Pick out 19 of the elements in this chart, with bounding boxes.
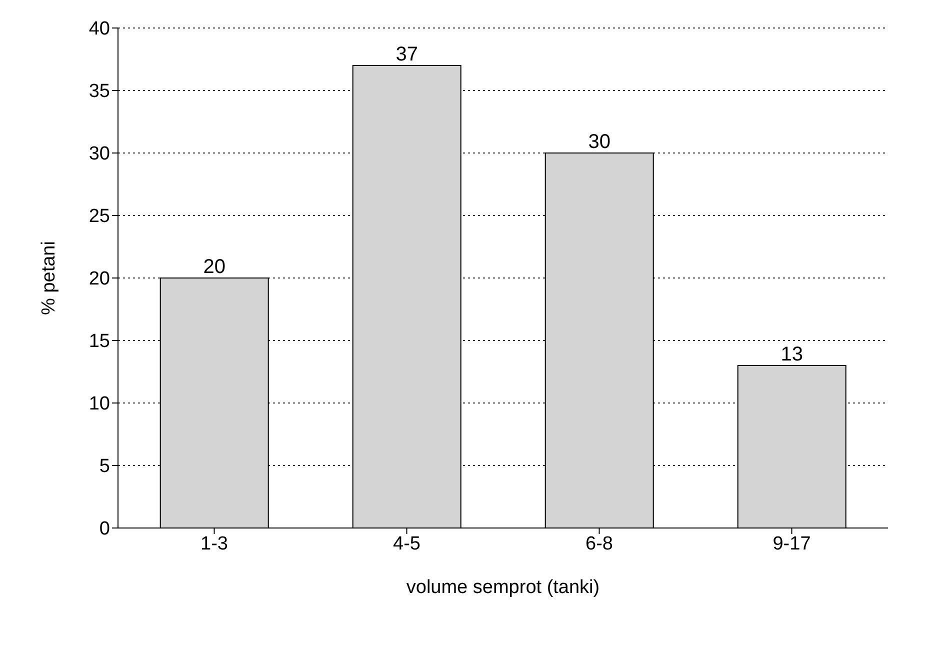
x-tick-label: 6-8	[586, 533, 613, 554]
x-tick-label: 4-5	[393, 533, 420, 554]
y-tick-label: 0	[99, 518, 110, 540]
x-tick-label: 1-3	[200, 533, 228, 554]
x-tick-label: 9-17	[772, 533, 811, 554]
data-label: 13	[780, 344, 803, 366]
x-axis-title: volume semprot (tanki)	[406, 577, 600, 598]
y-tick-label: 20	[88, 268, 110, 290]
y-axis-title: % petani	[38, 241, 60, 315]
data-label: 20	[203, 256, 226, 278]
data-label: 30	[588, 131, 610, 153]
y-tick-label: 30	[88, 144, 110, 165]
y-tick-label: 40	[88, 18, 110, 40]
data-label: 37	[396, 44, 418, 66]
y-tick-label: 25	[88, 206, 110, 228]
y-tick-label: 15	[88, 331, 110, 352]
y-tick-label: 5	[99, 456, 110, 478]
y-tick-label: 10	[88, 394, 110, 415]
y-tick-label: 35	[88, 81, 110, 102]
